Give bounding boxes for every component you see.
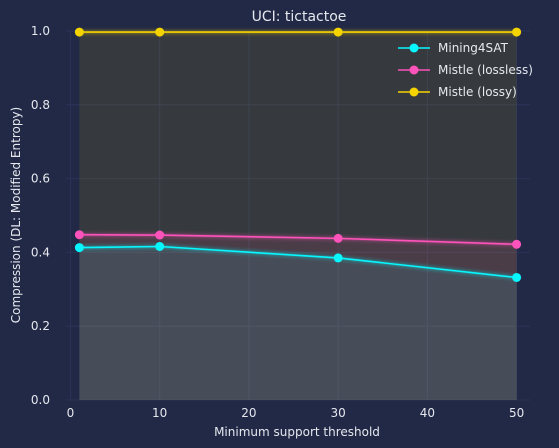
data-point xyxy=(333,27,343,37)
x-tick-label: 0 xyxy=(67,406,75,420)
y-tick-label: 0.8 xyxy=(31,98,50,112)
x-tick-label: 20 xyxy=(241,406,256,420)
legend-marker xyxy=(409,87,419,97)
y-tick-label: 0.2 xyxy=(31,319,50,333)
data-point xyxy=(155,230,165,240)
x-tick-labels: 0 10 20 30 40 50 xyxy=(67,406,525,420)
legend-marker xyxy=(409,43,419,53)
series-area-fill xyxy=(79,234,517,400)
legend: Mining4SAT Mistle (lossless) Mistle (lossy… xyxy=(398,41,533,99)
data-point xyxy=(512,239,522,249)
x-tick-label: 50 xyxy=(509,406,524,420)
grid xyxy=(66,30,530,401)
y-tick-label: 1.0 xyxy=(31,24,50,38)
y-axis-label: Compression (DL: Modified Entropy) xyxy=(9,107,23,323)
series-fills xyxy=(79,32,517,401)
chart-title: UCI: tictactoe xyxy=(252,9,347,25)
series-area-fill xyxy=(79,32,517,401)
data-point xyxy=(333,253,343,263)
y-tick-label: 0.0 xyxy=(31,393,50,407)
data-point xyxy=(74,27,84,37)
y-tick-labels: 0.0 0.2 0.4 0.6 0.8 1.0 xyxy=(31,24,50,407)
x-tick-label: 30 xyxy=(331,406,346,420)
legend-label: Mistle (lossless) xyxy=(438,63,533,77)
legend-label: Mining4SAT xyxy=(438,41,509,55)
x-tick-label: 10 xyxy=(152,406,167,420)
legend-marker xyxy=(409,65,419,75)
data-point xyxy=(512,272,522,282)
data-point xyxy=(74,230,84,240)
data-point xyxy=(155,241,165,251)
y-tick-label: 0.6 xyxy=(31,172,50,186)
series-area-fill xyxy=(79,246,517,400)
series-line xyxy=(79,245,517,279)
data-point xyxy=(333,233,343,243)
y-tick-label: 0.4 xyxy=(31,245,50,259)
data-point xyxy=(155,27,165,37)
data-point xyxy=(512,27,522,37)
legend-label: Mistle (lossy) xyxy=(438,85,517,99)
series-line xyxy=(79,233,517,246)
x-tick-label: 40 xyxy=(420,406,435,420)
series-lines xyxy=(74,27,522,282)
x-axis-label: Minimum support threshold xyxy=(214,425,380,439)
data-point xyxy=(74,243,84,253)
